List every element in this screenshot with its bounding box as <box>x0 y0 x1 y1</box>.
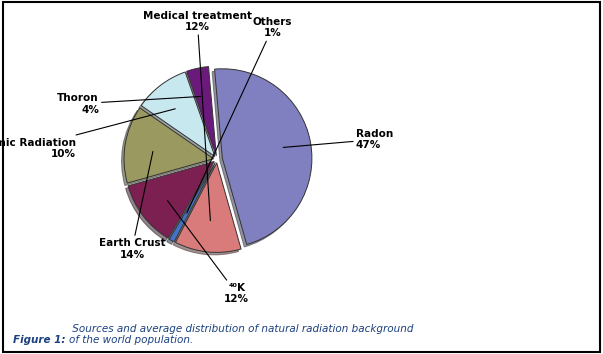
Wedge shape <box>124 108 213 183</box>
Text: Figure 1:: Figure 1: <box>13 335 66 345</box>
Text: Cosmic Radiation
10%: Cosmic Radiation 10% <box>0 109 175 159</box>
Wedge shape <box>141 72 215 156</box>
Text: ⁴⁰K
12%: ⁴⁰K 12% <box>168 201 249 304</box>
Text: Sources and average distribution of natural radiation background
of the world po: Sources and average distribution of natu… <box>69 324 414 345</box>
Text: Others
1%: Others 1% <box>187 17 292 213</box>
Wedge shape <box>175 163 241 252</box>
Text: Medical treatment
12%: Medical treatment 12% <box>143 11 252 221</box>
Wedge shape <box>169 162 215 242</box>
Text: Radon
47%: Radon 47% <box>283 129 393 150</box>
Wedge shape <box>186 67 216 156</box>
Text: Earth Crust
14%: Earth Crust 14% <box>99 152 165 260</box>
Wedge shape <box>215 69 312 245</box>
Text: Thoron
4%: Thoron 4% <box>57 93 201 115</box>
Wedge shape <box>128 161 214 238</box>
